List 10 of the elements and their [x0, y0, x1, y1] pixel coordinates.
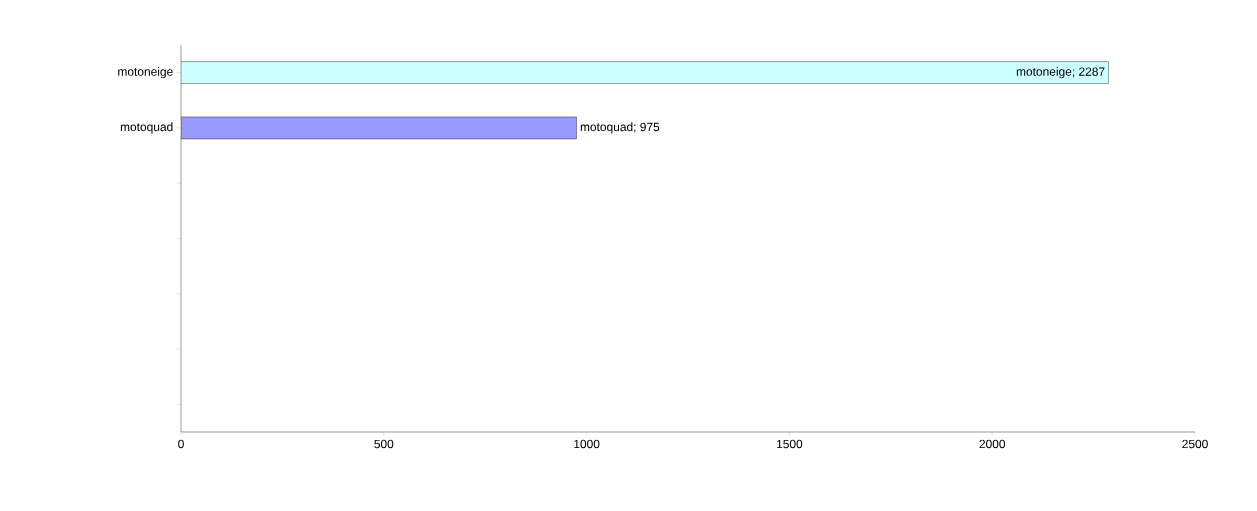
x-tick-label: 2500: [1182, 439, 1208, 449]
y-tick-label: motoquad: [120, 122, 173, 134]
y-tick-label: motoneige: [118, 67, 173, 79]
x-tick-label: 0: [178, 439, 184, 449]
x-tick-label: 1000: [574, 439, 600, 449]
x-tick-label: 1500: [777, 439, 803, 449]
data-label: motoquad; 975: [580, 122, 660, 134]
x-tick-label: 2000: [979, 439, 1006, 449]
data-label: motoneige; 2287: [1016, 67, 1105, 79]
x-tick-label: 500: [374, 439, 394, 449]
